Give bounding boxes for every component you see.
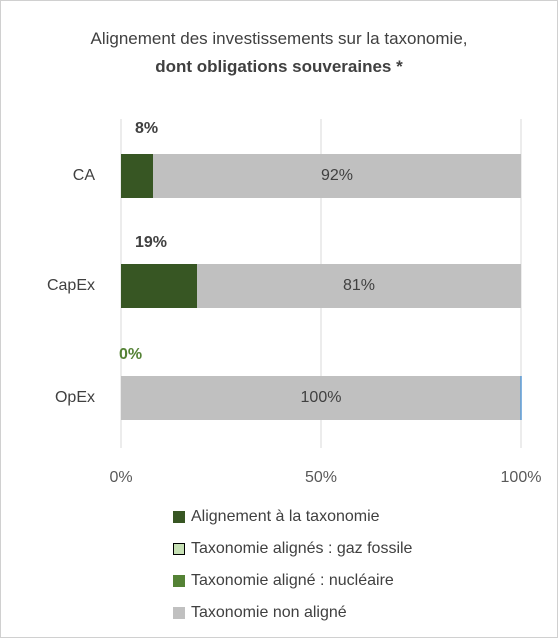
- bar-aligned-ca: [121, 154, 153, 198]
- chart-subtitle: dont obligations souveraines *: [155, 57, 403, 76]
- x-tick-label-2: 100%: [501, 469, 542, 486]
- bar-non-aligned-opex: [121, 376, 521, 420]
- data-label-non-aligned-ca: 92%: [321, 167, 353, 184]
- legend-label-2: Taxonomie aligné : nucléaire: [191, 572, 394, 589]
- legend-item-2: Taxonomie aligné : nucléaire: [173, 565, 412, 597]
- legend-item-0: Alignement à la taxonomie: [173, 501, 412, 533]
- bar-non-aligned-ca: [153, 154, 521, 198]
- data-label-aligned-capex: 19%: [135, 234, 167, 251]
- data-label-non-aligned-capex: 81%: [343, 277, 375, 294]
- legend-label-3: Taxonomie non aligné: [191, 604, 347, 621]
- data-label-non-aligned-opex: 100%: [301, 389, 342, 406]
- bar-chart: CA 92% 8% CapEx 81% 19% OpEx 100% 0% 0% 50% 100%: [47, 119, 542, 486]
- legend-swatch-1: [173, 543, 185, 555]
- legend-item-3: Taxonomie non aligné: [173, 597, 412, 629]
- category-label-ca: CA: [73, 167, 96, 184]
- legend-item-1: Taxonomie alignés : gaz fossile: [173, 533, 412, 565]
- x-tick-label-1: 50%: [305, 469, 337, 486]
- legend-swatch-2: [173, 575, 185, 587]
- bar-aligned-capex: [121, 264, 197, 308]
- legend-label-1: Taxonomie alignés : gaz fossile: [191, 540, 413, 557]
- data-label-aligned-opex: 0%: [119, 346, 142, 363]
- x-tick-label-0: 0%: [109, 469, 132, 486]
- data-label-aligned-ca: 8%: [135, 120, 158, 137]
- bar-non-aligned-capex: [197, 264, 521, 308]
- category-label-capex: CapEx: [47, 277, 95, 294]
- chart-title: Alignement des investissements sur la ta…: [90, 29, 468, 48]
- legend-swatch-0: [173, 511, 185, 523]
- chart-legend: Alignement à la taxonomie Taxonomie align…: [173, 501, 412, 629]
- legend-swatch-3: [173, 607, 185, 619]
- category-label-opex: OpEx: [55, 389, 95, 406]
- legend-label-0: Alignement à la taxonomie: [191, 508, 380, 525]
